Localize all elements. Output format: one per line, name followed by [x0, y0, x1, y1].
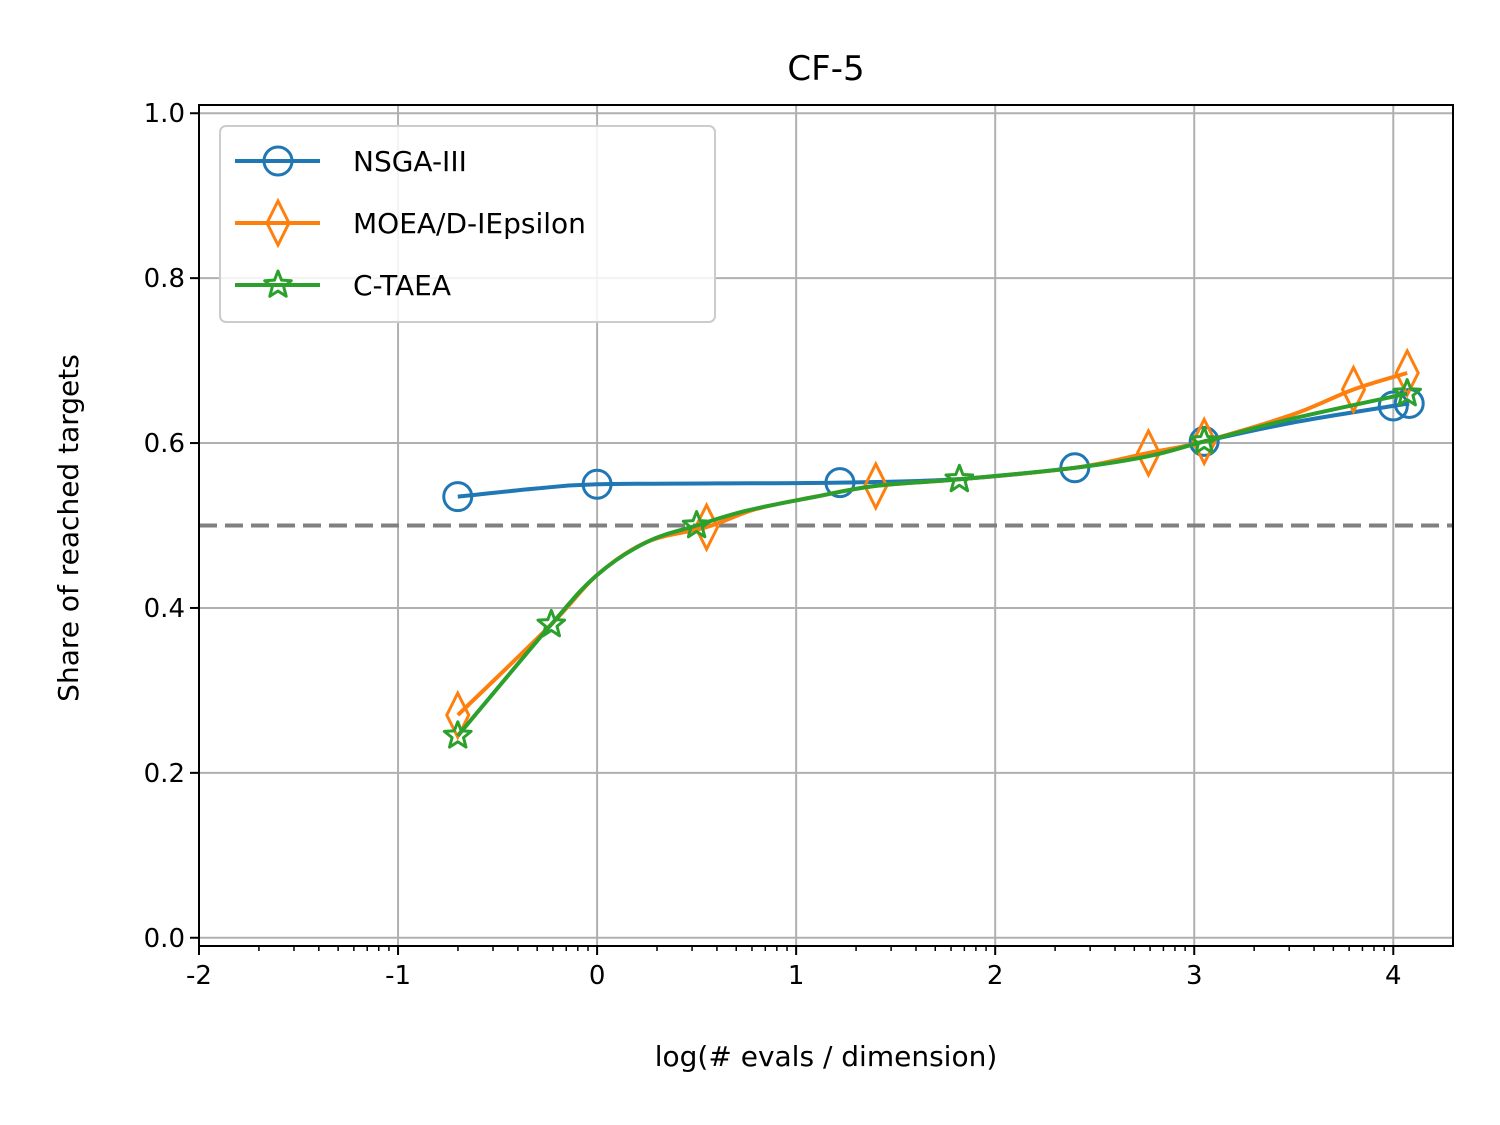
data-point-c-taea	[442, 720, 473, 749]
x-tick-label: 1	[788, 961, 805, 991]
series-nsga-iii	[442, 387, 1425, 513]
data-point-moea-d-iepsilon	[1135, 427, 1162, 479]
series-group	[442, 347, 1425, 749]
data-point-moea-d-iepsilon	[445, 689, 471, 741]
data-point-nsga-iii	[1377, 390, 1409, 422]
data-point-nsga-iii	[442, 481, 474, 513]
y-tick-label: 1.0	[144, 99, 185, 129]
plot-frame	[198, 104, 1454, 947]
data-point-c-taea	[944, 463, 975, 493]
y-tick-label: 0.8	[144, 264, 185, 294]
x-tick-label: -1	[385, 961, 411, 991]
x-tick-label: 2	[987, 961, 1004, 991]
y-axis-label: Share of reached targets	[52, 354, 85, 702]
data-point-moea-d-iepsilon	[863, 460, 889, 512]
data-point-moea-d-iepsilon	[1191, 416, 1217, 467]
data-point-c-taea	[536, 608, 567, 638]
chart-title: CF-5	[787, 49, 864, 89]
data-point-nsga-iii	[581, 468, 613, 500]
legend-item-nsga-iii: NSGA-III	[235, 145, 467, 178]
x-tick-label: 3	[1186, 961, 1203, 991]
legend-item-moea-d-iepsilon: MOEA/D-IEpsilon	[235, 197, 586, 249]
legend-marker	[265, 197, 291, 249]
legend-label: NSGA-III	[353, 145, 467, 178]
legend-frame	[219, 125, 716, 323]
data-point-nsga-iii	[824, 467, 856, 499]
series-c-taea	[442, 378, 1422, 749]
legend-label: C-TAEA	[353, 269, 451, 302]
x-tick-label: 0	[589, 961, 606, 991]
legend-marker	[263, 269, 293, 298]
data-point-c-taea	[1189, 425, 1219, 455]
x-tick-label: -2	[186, 961, 212, 991]
data-point-moea-d-iepsilon	[1340, 364, 1367, 415]
y-tick-label: 0.0	[144, 924, 185, 954]
legend-item-c-taea: C-TAEA	[235, 269, 451, 302]
data-point-c-taea	[1392, 378, 1422, 407]
y-tick-label: 0.4	[144, 594, 185, 624]
series-line-c-taea	[456, 391, 1408, 738]
legend-marker	[262, 145, 294, 177]
axis-ticks: -2 -1 0 1 2 3 4 0.0 0.2 0.4 0.6 0.8 1.0	[144, 99, 1402, 991]
x-axis-label: log(# evals / dimension)	[655, 1040, 998, 1073]
series-moea-d-iepsilon	[445, 347, 1420, 741]
legend-label: MOEA/D-IEpsilon	[353, 207, 586, 240]
y-tick-label: 0.2	[144, 759, 185, 789]
x-tick-label: 4	[1385, 961, 1402, 991]
legend: NSGA-III MOEA/D-IEpsilon C-TAEA	[219, 125, 716, 323]
y-tick-label: 0.6	[144, 429, 185, 459]
data-point-c-taea	[681, 510, 712, 539]
